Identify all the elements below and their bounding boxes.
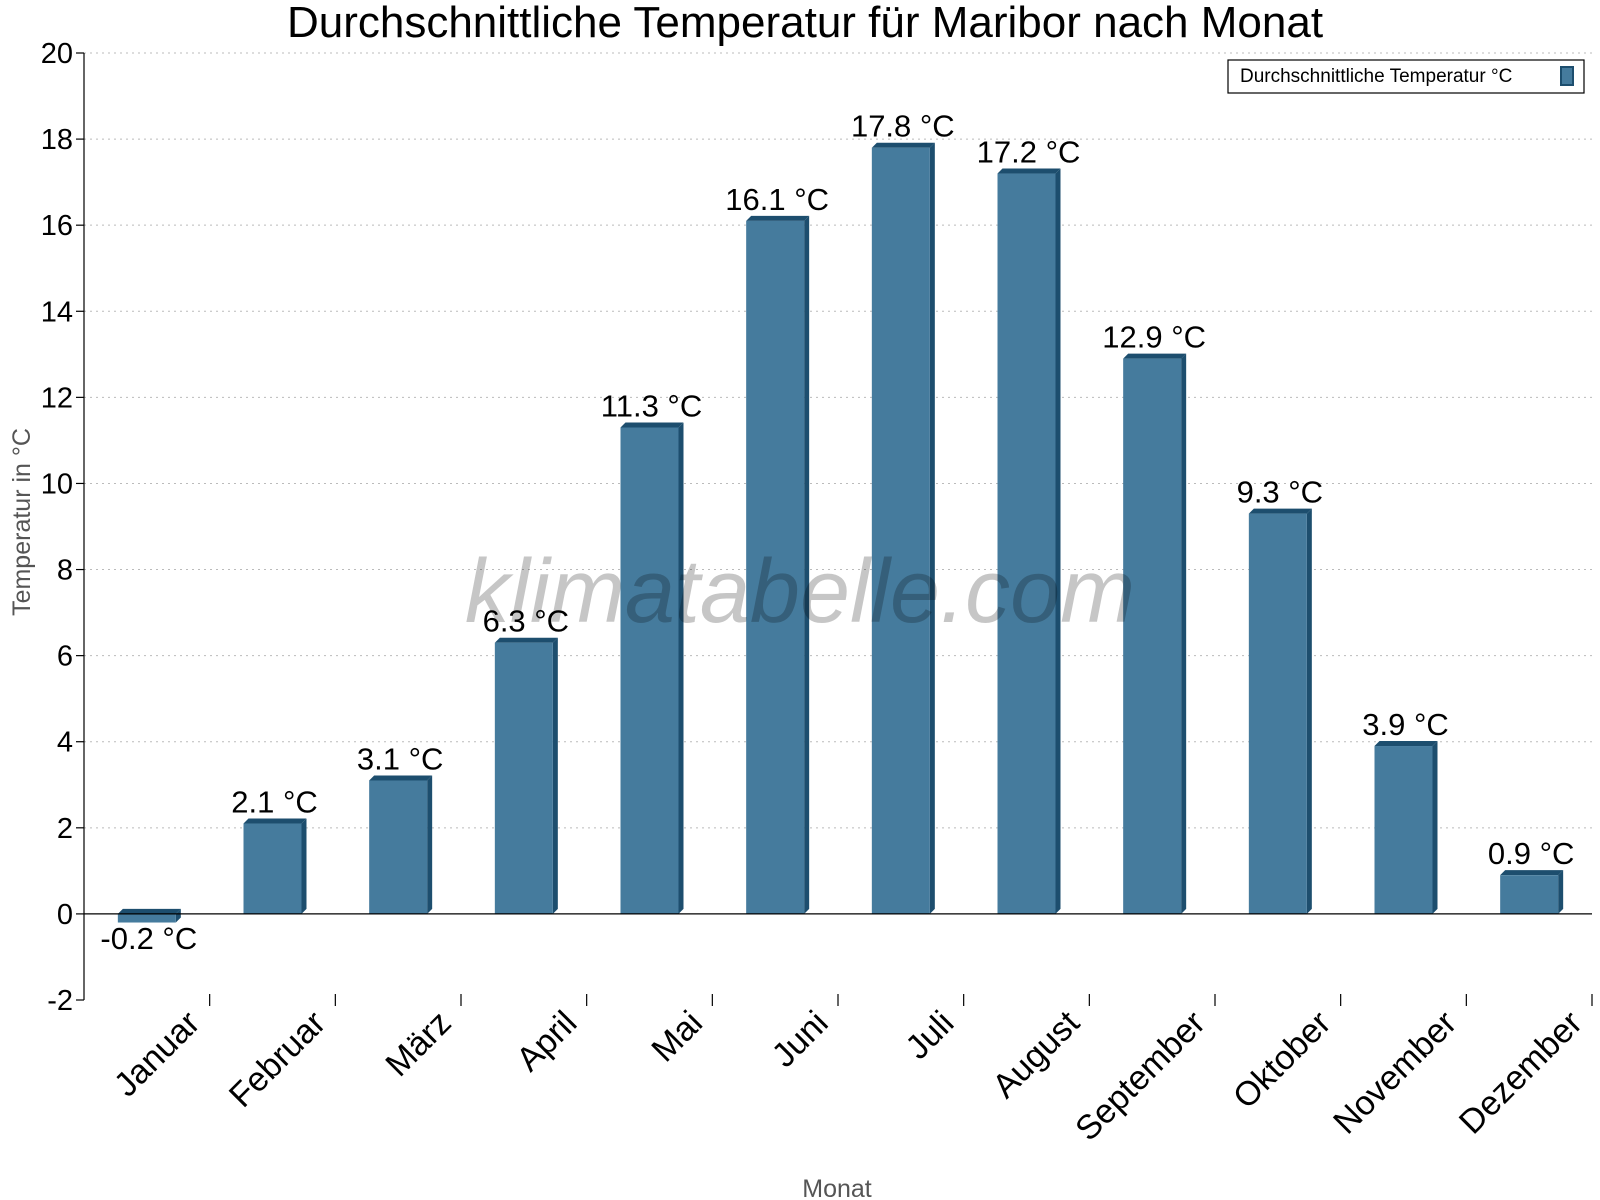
bar-front-face xyxy=(871,147,930,914)
y-axis-ticks: -2 0 2 4 6 8 10 12 14 16 18 20 xyxy=(41,38,84,1017)
bar-side-face xyxy=(427,775,433,914)
y-axis-title: Temperatur in °C xyxy=(8,428,36,616)
bar-top-face xyxy=(746,215,810,221)
bar-side-face xyxy=(1055,168,1061,914)
bar-front-face xyxy=(746,220,805,914)
bar-data-labels: -0.2 °C 2.1 °C 3.1 °C 6.3 °C 11.3 °C 16.1 °C 1… xyxy=(100,109,1574,956)
bar-data-label: 3.1 °C xyxy=(357,741,444,776)
x-tick-label: Januar xyxy=(107,1004,207,1104)
legend-swatch xyxy=(1560,66,1574,86)
bar-front-face xyxy=(1248,513,1307,914)
bar-front-face xyxy=(1374,746,1433,914)
bar xyxy=(369,775,433,914)
x-tick-label: Oktober xyxy=(1226,1004,1338,1116)
chart-title: Durchschnittliche Temperatur für Maribor… xyxy=(287,0,1323,47)
bar xyxy=(871,142,935,914)
y-tick-label: 10 xyxy=(41,468,73,500)
bar-top-face xyxy=(243,818,307,824)
bar-top-face xyxy=(1123,353,1187,359)
bar xyxy=(1374,741,1438,914)
bar-side-face xyxy=(1558,870,1564,914)
x-tick-label: August xyxy=(985,1003,1087,1105)
bar-side-face xyxy=(552,637,558,914)
bar-data-label: 3.9 °C xyxy=(1362,707,1449,742)
bars xyxy=(117,142,1564,923)
x-tick-label: März xyxy=(378,1004,458,1084)
bar-side-face xyxy=(1432,741,1438,914)
y-tick-label: 12 xyxy=(41,382,73,414)
bar-data-label: 17.8 °C xyxy=(851,109,955,144)
x-tick-label: Juli xyxy=(898,1004,961,1067)
bar xyxy=(1123,353,1187,914)
x-tick-label: November xyxy=(1326,1004,1464,1142)
y-tick-label: 14 xyxy=(41,296,73,328)
y-tick-label: 18 xyxy=(41,124,73,156)
y-tick-label: 2 xyxy=(57,813,73,845)
y-tick-label: 8 xyxy=(57,555,73,587)
bar-side-face xyxy=(301,818,307,914)
bar-front-face xyxy=(1123,358,1182,914)
x-tick-label: April xyxy=(509,1004,584,1079)
bar-data-label: 6.3 °C xyxy=(483,604,570,639)
bar-data-label: 9.3 °C xyxy=(1237,475,1324,510)
bar-side-face xyxy=(1306,508,1312,914)
legend: Durchschnittliche Temperatur °C xyxy=(1227,59,1585,94)
bar xyxy=(997,168,1061,914)
bar-top-face xyxy=(1248,508,1312,514)
bar xyxy=(620,422,684,914)
x-tick-label: Februar xyxy=(222,1004,333,1115)
bar-front-face xyxy=(997,173,1056,914)
bar-front-face xyxy=(369,780,428,914)
legend-label: Durchschnittliche Temperatur °C xyxy=(1240,66,1512,87)
y-tick-label: -2 xyxy=(47,985,73,1017)
bar-data-label: 16.1 °C xyxy=(725,182,829,217)
y-tick-label: 20 xyxy=(41,38,73,70)
bar-front-face xyxy=(620,427,679,914)
bar xyxy=(746,215,810,914)
bar-front-face xyxy=(1500,875,1559,914)
legend-box xyxy=(1227,59,1585,94)
watermark: klimatabelle.com xyxy=(465,542,1135,642)
bar-data-label: -0.2 °C xyxy=(100,921,197,956)
bar xyxy=(243,818,307,914)
bar-top-face xyxy=(997,168,1061,174)
bar-side-face xyxy=(804,215,810,914)
y-tick-label: 4 xyxy=(57,727,73,759)
bar-top-face xyxy=(1500,870,1564,876)
x-tick-label: Mai xyxy=(644,1004,710,1070)
x-tick-label: Juni xyxy=(765,1004,836,1075)
x-axis-title: Monat xyxy=(802,1175,872,1200)
y-tick-label: 6 xyxy=(57,641,73,673)
bar-top-face xyxy=(620,422,684,428)
bar-top-face xyxy=(871,142,935,148)
bar-top-face xyxy=(1374,741,1438,747)
bar-data-label: 12.9 °C xyxy=(1102,320,1206,355)
bar xyxy=(494,637,558,914)
bar-data-label: 11.3 °C xyxy=(601,388,702,423)
bar-side-face xyxy=(1181,353,1187,914)
bar-side-face xyxy=(678,422,684,914)
x-axis-ticks: Januar Februar März April Mai Juni Juli AugustS… xyxy=(107,994,1593,1148)
bar-front-face xyxy=(117,913,176,923)
x-tick-label: Dezember xyxy=(1452,1004,1590,1142)
y-tick-label: 16 xyxy=(41,210,73,242)
bar xyxy=(1248,508,1312,914)
bar-data-label: 17.2 °C xyxy=(977,135,1081,170)
bar xyxy=(117,908,181,923)
x-tick-label: September xyxy=(1068,1004,1212,1148)
bar-side-face xyxy=(929,142,935,914)
bar-top-face xyxy=(117,908,181,914)
bar-side-face xyxy=(175,908,181,923)
bar-front-face xyxy=(243,823,302,914)
y-tick-label: 0 xyxy=(57,899,73,931)
bar-top-face xyxy=(494,637,558,643)
bar xyxy=(1500,870,1564,914)
bar-data-label: 2.1 °C xyxy=(231,785,318,820)
bar-data-label: 0.9 °C xyxy=(1488,836,1575,871)
bar-top-face xyxy=(369,775,433,781)
bar-front-face xyxy=(494,642,553,914)
